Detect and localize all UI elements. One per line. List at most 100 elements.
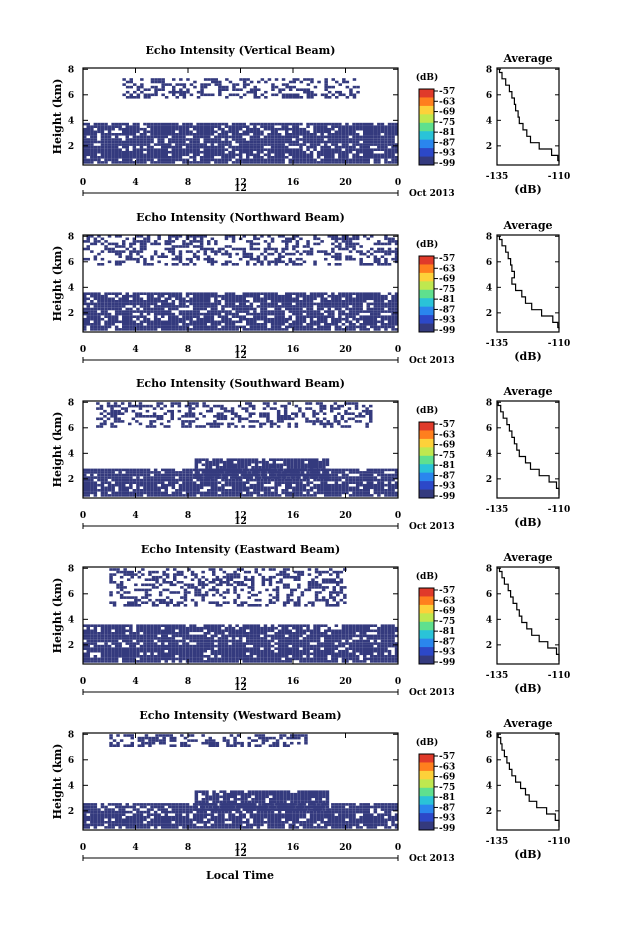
echo-cell bbox=[146, 156, 151, 159]
echo-cell bbox=[370, 122, 374, 126]
echo-cell bbox=[253, 145, 257, 149]
echo-cell bbox=[352, 489, 356, 492]
echo-cell bbox=[100, 478, 105, 482]
echo-cell bbox=[107, 471, 112, 474]
echo-cell bbox=[124, 409, 128, 413]
echo-cell bbox=[313, 127, 317, 131]
echo-cell bbox=[161, 127, 165, 131]
echo-cells bbox=[83, 402, 399, 497]
echo-cell bbox=[122, 83, 126, 86]
echo-cell bbox=[207, 93, 211, 97]
echo-cell bbox=[164, 489, 168, 492]
echo-cell bbox=[377, 305, 381, 308]
echo-cell bbox=[249, 130, 254, 134]
echo-cell bbox=[269, 458, 273, 461]
echo-cell bbox=[274, 156, 278, 159]
echo-cell bbox=[341, 323, 346, 326]
day-marker-label: 12 bbox=[234, 184, 247, 194]
echo-cell bbox=[238, 247, 243, 251]
echo-cell bbox=[221, 252, 225, 256]
beam-panel-4: Echo Intensity (Eastward Beam)0 4 8 12 16 20 0… bbox=[51, 543, 570, 698]
echo-cell bbox=[150, 297, 154, 301]
echo-cell bbox=[161, 292, 165, 295]
echo-cell bbox=[179, 88, 183, 91]
echo-cell bbox=[355, 471, 360, 474]
echo-cell bbox=[125, 125, 129, 128]
echo-cell bbox=[178, 476, 183, 479]
echo-cell bbox=[249, 242, 254, 246]
echo-cell bbox=[302, 315, 307, 318]
echo-cell bbox=[231, 652, 236, 656]
echo-cell bbox=[348, 481, 353, 484]
echo-cell bbox=[281, 240, 285, 243]
echo-cell bbox=[189, 133, 193, 136]
echo-cell bbox=[377, 145, 381, 149]
echo-cell bbox=[363, 294, 367, 298]
echo-cell bbox=[274, 481, 278, 484]
echo-cell bbox=[338, 476, 342, 479]
echo-cell bbox=[199, 158, 204, 162]
echo-cell bbox=[246, 153, 250, 157]
echo-cell bbox=[380, 305, 385, 308]
echo-cell bbox=[369, 404, 373, 408]
echo-cell bbox=[86, 468, 90, 472]
echo-cell bbox=[359, 135, 363, 139]
echo-cell bbox=[380, 325, 385, 329]
echo-cell bbox=[153, 328, 158, 331]
echo-cell bbox=[242, 235, 246, 238]
echo-cell bbox=[341, 305, 346, 308]
echo-cell bbox=[150, 133, 154, 136]
echo-cell bbox=[104, 481, 108, 484]
echo-cell bbox=[315, 476, 319, 479]
echo-cell bbox=[345, 660, 349, 663]
echo-cell bbox=[355, 140, 360, 144]
echo-cell bbox=[107, 148, 112, 151]
echo-cell bbox=[285, 473, 289, 477]
echo-cell bbox=[288, 240, 292, 243]
echo-cell bbox=[348, 255, 353, 258]
echo-cell bbox=[267, 312, 271, 316]
echo-cell bbox=[122, 657, 126, 661]
echo-cell bbox=[161, 85, 165, 89]
echo-cell bbox=[246, 240, 250, 243]
echo-cell bbox=[377, 483, 381, 487]
echo-cell bbox=[254, 471, 259, 474]
echo-cell bbox=[288, 302, 292, 306]
echo-cell bbox=[252, 420, 256, 423]
echo-cell bbox=[320, 140, 324, 144]
echo-cell bbox=[320, 93, 325, 97]
echo-cell bbox=[349, 93, 353, 97]
echo-cell bbox=[380, 250, 385, 253]
echo-cell bbox=[106, 417, 111, 421]
echo-cell bbox=[260, 328, 264, 331]
echo-cell bbox=[299, 292, 303, 295]
echo-cell bbox=[394, 312, 399, 316]
echo-cell bbox=[373, 260, 378, 264]
echo-cell bbox=[139, 489, 144, 492]
echo-cell bbox=[118, 297, 122, 301]
echo-cell bbox=[337, 420, 341, 423]
echo-cell bbox=[244, 458, 248, 461]
echo-cell bbox=[341, 302, 346, 306]
echo-cell bbox=[299, 161, 303, 164]
echo-cell bbox=[153, 240, 158, 243]
echo-cell bbox=[348, 297, 353, 301]
echo-cell bbox=[139, 158, 144, 162]
echo-cell bbox=[185, 242, 190, 246]
echo-cell bbox=[274, 140, 278, 144]
echo-cell bbox=[313, 138, 317, 141]
echo-cell bbox=[380, 300, 385, 303]
echo-cell bbox=[111, 489, 115, 492]
echo-cell bbox=[111, 473, 115, 477]
echo-cell bbox=[253, 135, 257, 139]
echo-cell bbox=[231, 489, 236, 492]
echo-cell bbox=[277, 483, 282, 487]
echo-cell bbox=[237, 468, 241, 472]
echo-cell bbox=[199, 320, 204, 324]
echo-cell bbox=[210, 481, 215, 484]
echo-cell bbox=[377, 263, 381, 266]
echo-cell bbox=[242, 660, 246, 663]
echo-cell bbox=[281, 153, 285, 157]
echo-cell bbox=[309, 323, 314, 326]
echo-cell bbox=[355, 317, 360, 321]
